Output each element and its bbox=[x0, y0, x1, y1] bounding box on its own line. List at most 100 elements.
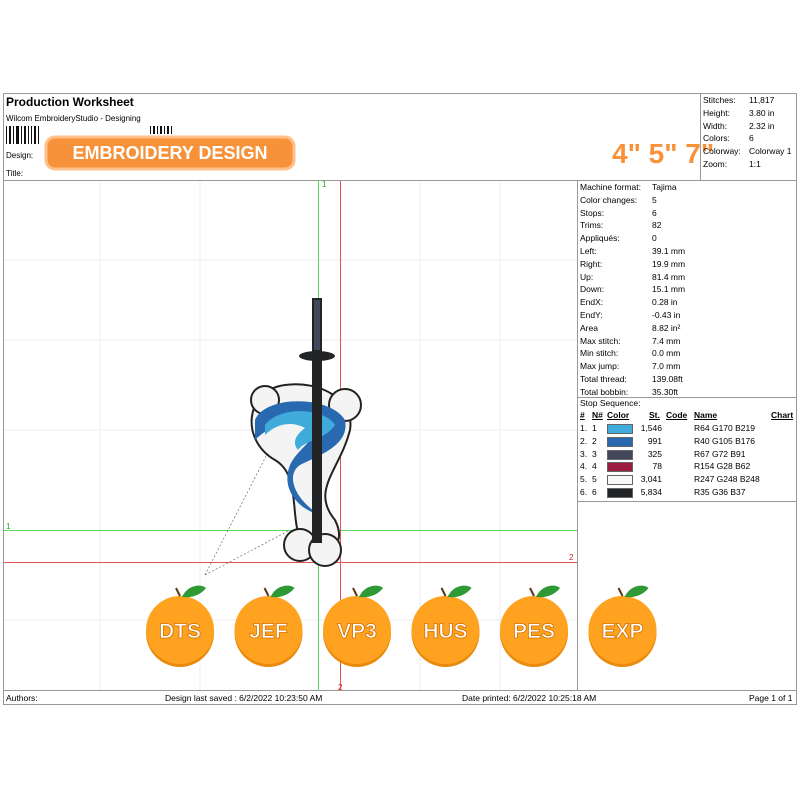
needle-number: 2 bbox=[592, 435, 597, 446]
leaf bbox=[447, 585, 472, 598]
machine-label: Right: bbox=[580, 258, 603, 269]
title: Production Worksheet bbox=[6, 95, 134, 109]
column-header: Name bbox=[694, 410, 718, 420]
leaf bbox=[182, 585, 206, 598]
stitch-count: 1,546 bbox=[640, 423, 662, 433]
summary-value: Colorway 1 bbox=[749, 146, 792, 157]
footer-printed: Date printed: 6/2/2022 10:25:18 AM bbox=[462, 693, 597, 703]
needle-number: 5 bbox=[592, 474, 597, 485]
stitch-count: 991 bbox=[647, 435, 662, 446]
color-swatch bbox=[607, 436, 633, 447]
format-label: VP3 bbox=[337, 620, 377, 643]
machine-value: 8.82 in² bbox=[652, 322, 681, 333]
footer-authors: Authors: bbox=[6, 693, 38, 703]
leaf bbox=[270, 585, 295, 598]
summary-label: Colors: bbox=[703, 133, 730, 144]
machine-value: 7.0 mm bbox=[652, 361, 681, 372]
summary-value: 6 bbox=[749, 133, 754, 144]
machine-value: -0.43 in bbox=[652, 310, 681, 320]
machine-label: Down: bbox=[580, 284, 605, 295]
summary-value: 3.80 in bbox=[749, 107, 775, 118]
needle-number: 6 bbox=[592, 487, 597, 497]
format-icons: DTS JEF VP3 HUS PES EXP bbox=[146, 585, 657, 667]
machine-value: 35.30ft bbox=[652, 386, 678, 397]
color-swatch bbox=[607, 475, 633, 486]
machine-value: 81.4 mm bbox=[652, 271, 686, 282]
machine-value: 39.1 mm bbox=[652, 246, 686, 256]
machine-value: 5 bbox=[652, 194, 657, 205]
format-label: DTS bbox=[159, 620, 201, 643]
title-label: Title: bbox=[6, 169, 24, 178]
axis-label: 2 bbox=[338, 683, 343, 692]
fruit bbox=[323, 596, 391, 664]
format-label: JEF bbox=[249, 620, 288, 643]
machine-label: EndY: bbox=[580, 310, 603, 320]
summary-label: Zoom: bbox=[703, 159, 728, 169]
summary-label: Height: bbox=[703, 107, 730, 118]
color-swatch bbox=[607, 462, 633, 473]
column-header: N# bbox=[592, 410, 603, 420]
column-header: Color bbox=[607, 410, 630, 420]
embroidery-design bbox=[204, 298, 362, 576]
needle-number: 4 bbox=[592, 461, 597, 472]
footer-saved: Design last saved : 6/2/2022 10:23:50 AM bbox=[165, 693, 323, 703]
machine-label: Appliqués: bbox=[580, 233, 620, 244]
subtitle: Wilcom EmbroideryStudio - Designing bbox=[6, 114, 141, 123]
needle-number: 3 bbox=[592, 448, 597, 459]
machine-value: 19.9 mm bbox=[652, 258, 686, 269]
machine-label: Color changes: bbox=[580, 194, 638, 205]
badge bbox=[44, 135, 296, 171]
stem bbox=[263, 587, 270, 597]
column-header: St. bbox=[649, 410, 660, 420]
stem bbox=[440, 587, 447, 597]
fruit bbox=[146, 596, 214, 664]
format-label: HUS bbox=[423, 620, 467, 643]
badge-text: EMBROIDERY DESIGN bbox=[72, 143, 268, 163]
footer-page: Page 1 of 1 bbox=[749, 693, 793, 703]
format-label: EXP bbox=[601, 620, 643, 643]
thread-name: R247 G248 B248 bbox=[694, 474, 760, 485]
leaf bbox=[536, 585, 560, 598]
fruit bbox=[500, 596, 568, 664]
stitch-count: 325 bbox=[647, 448, 662, 459]
machine-label: Total bobbin: bbox=[580, 386, 629, 397]
thread-name: R35 G36 B37 bbox=[694, 487, 746, 497]
machine-value: 0.0 mm bbox=[652, 348, 681, 359]
stop-sequence-title: Stop Sequence: bbox=[580, 398, 641, 408]
row-number: 3. bbox=[580, 448, 588, 459]
machine-value: 82 bbox=[652, 220, 662, 231]
axis-label: 1 bbox=[322, 180, 327, 189]
fruit bbox=[234, 596, 303, 664]
machine-label: EndX: bbox=[580, 297, 604, 308]
color-swatch bbox=[607, 488, 633, 498]
frame bbox=[3, 93, 797, 705]
machine-label: Left: bbox=[580, 246, 597, 256]
leaf bbox=[359, 585, 383, 598]
thread-name: R64 G170 B219 bbox=[694, 423, 755, 433]
machine-label: Max jump: bbox=[580, 361, 620, 372]
machine-label: Max stitch: bbox=[580, 335, 621, 346]
thread-name: R67 G72 B91 bbox=[694, 448, 746, 459]
column-header: Chart bbox=[771, 410, 794, 420]
summary-value: 11,817 bbox=[749, 95, 775, 105]
color-swatch bbox=[607, 424, 633, 434]
thread-name: R40 G105 B176 bbox=[694, 435, 755, 446]
stem bbox=[529, 587, 535, 597]
machine-value: 6 bbox=[652, 207, 657, 218]
format-label: PES bbox=[513, 620, 555, 643]
machine-value: 0.28 in bbox=[652, 297, 678, 308]
needle-number: 1 bbox=[592, 423, 597, 433]
thread-name: R154 G28 B62 bbox=[694, 461, 751, 472]
fruit bbox=[588, 596, 657, 664]
row-number: 6. bbox=[580, 487, 588, 497]
stitch-count: 78 bbox=[652, 461, 662, 472]
stem bbox=[617, 587, 624, 597]
stitch-count: 5,834 bbox=[640, 487, 662, 497]
machine-value: 15.1 mm bbox=[652, 284, 686, 295]
column-header: Code bbox=[666, 410, 688, 420]
summary-value: 1:1 bbox=[749, 159, 761, 169]
color-swatch bbox=[607, 449, 633, 460]
row-number: 5. bbox=[580, 474, 588, 485]
summary-label: Width: bbox=[703, 120, 728, 131]
